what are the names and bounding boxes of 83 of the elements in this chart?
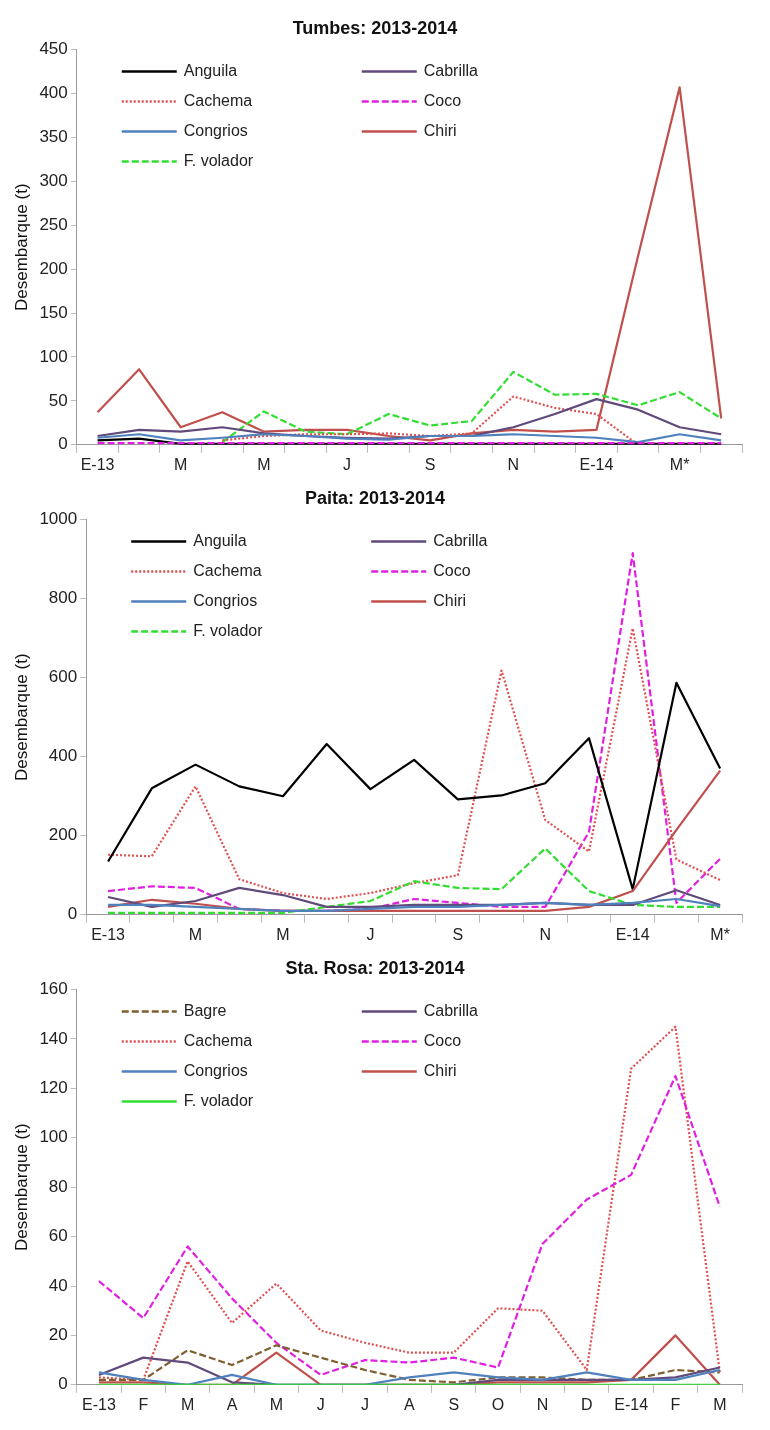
x-tick-label: M: [257, 455, 271, 473]
x-tick-label: O: [491, 1395, 505, 1413]
legend-label: Anguila: [193, 532, 247, 550]
y-tick-label: 100: [39, 346, 68, 366]
y-tick-label: 800: [48, 588, 78, 608]
x-tick-label: J: [361, 1395, 370, 1413]
y-tick-label: 60: [48, 1226, 68, 1246]
legend-label: Congrios: [183, 122, 248, 140]
legend-label: F. volador: [193, 622, 264, 640]
x-tick-label: F: [670, 1395, 681, 1413]
legend-label: Anguila: [183, 62, 238, 80]
x-tick-label: D: [581, 1395, 593, 1413]
y-tick-label: 100: [39, 1127, 68, 1147]
legend-label: Cachema: [193, 562, 262, 580]
legend-label: Coco: [423, 1032, 462, 1050]
y-tick-label: 450: [39, 39, 68, 59]
y-tick-label: 0: [67, 904, 78, 924]
legend-label: Coco: [423, 92, 462, 110]
chart-title: Sta. Rosa: 2013-2014: [285, 957, 465, 978]
y-tick-label: 600: [48, 667, 78, 687]
x-tick-label: M: [180, 1395, 195, 1413]
legend-label: Cabrilla: [423, 62, 479, 80]
legend-label: Cabrilla: [433, 532, 488, 550]
chart-title: Paita: 2013-2014: [304, 487, 446, 508]
x-tick-label: A: [226, 1395, 238, 1413]
x-tick-label: N: [536, 1395, 549, 1413]
y-tick-label: 200: [39, 258, 68, 278]
legend-label: Cabrilla: [423, 1002, 479, 1020]
x-tick-label: E-13: [82, 1395, 116, 1413]
legend-label: Congrios: [183, 1062, 248, 1080]
x-tick-label: S: [448, 1395, 460, 1413]
legend-label: Chiri: [423, 1062, 457, 1080]
x-tick-label: M: [269, 1395, 283, 1413]
y-tick-label: 200: [48, 825, 78, 845]
y-tick-label: 160: [39, 979, 68, 999]
y-tick-label: 400: [48, 746, 78, 766]
legend-label: F. volador: [183, 1092, 254, 1110]
x-tick-label: J: [343, 455, 352, 473]
x-tick-label: M: [276, 925, 290, 943]
y-axis-title: Desembarque (t): [11, 653, 31, 781]
y-tick-label: 0: [58, 434, 68, 454]
y-tick-label: 400: [39, 83, 68, 103]
legend-label: Coco: [433, 562, 471, 580]
y-tick-label: 80: [48, 1176, 68, 1196]
x-tick-label: N: [539, 925, 552, 943]
legend-label: Chiri: [423, 122, 457, 140]
y-tick-label: 50: [48, 390, 68, 410]
legend-label: Bagre: [183, 1002, 227, 1020]
x-tick-label: E-14: [579, 455, 614, 473]
y-tick-label: 250: [39, 214, 68, 234]
x-tick-label: M*: [710, 925, 730, 943]
x-tick-label: J: [366, 925, 375, 943]
y-tick-label: 140: [39, 1028, 68, 1048]
y-tick-label: 350: [39, 127, 68, 147]
legend-label: Chiri: [433, 592, 467, 610]
y-tick-label: 1000: [39, 509, 78, 529]
x-tick-label: S: [424, 455, 436, 473]
x-tick-label: N: [507, 455, 520, 473]
y-tick-label: 120: [39, 1078, 68, 1098]
chart-title: Tumbes: 2013-2014: [292, 17, 458, 38]
x-tick-label: A: [404, 1395, 416, 1413]
x-tick-label: E-13: [91, 925, 126, 943]
x-tick-label: E-14: [615, 925, 650, 943]
y-tick-label: 0: [58, 1374, 68, 1394]
legend-label: Cachema: [183, 92, 253, 110]
x-tick-label: M: [713, 1395, 727, 1413]
x-tick-label: S: [452, 925, 464, 943]
x-tick-label: J: [316, 1395, 325, 1413]
y-tick-label: 300: [39, 171, 68, 191]
x-tick-label: E-13: [80, 455, 115, 473]
x-tick-label: M: [174, 455, 188, 473]
y-axis-title: Desembarque (t): [11, 1123, 31, 1251]
y-tick-label: 40: [48, 1275, 68, 1295]
x-tick-label: F: [138, 1395, 149, 1413]
x-tick-label: M: [188, 925, 203, 943]
y-tick-label: 150: [39, 302, 68, 322]
legend-label: Congrios: [193, 592, 258, 610]
x-tick-label: M*: [669, 455, 690, 473]
legend-label: Cachema: [183, 1032, 253, 1050]
legend-label: F. volador: [183, 152, 254, 170]
y-tick-label: 20: [48, 1325, 68, 1345]
y-axis-title: Desembarque (t): [11, 183, 31, 311]
x-tick-label: E-14: [614, 1395, 649, 1413]
